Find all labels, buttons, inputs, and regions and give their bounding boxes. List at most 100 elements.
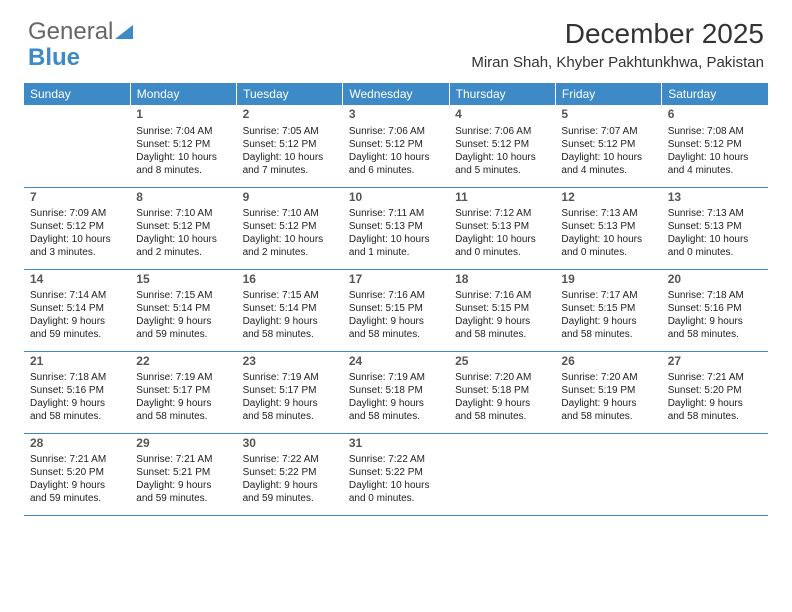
calendar-cell: 30Sunrise: 7:22 AMSunset: 5:22 PMDayligh… xyxy=(237,433,343,515)
calendar-row: 21Sunrise: 7:18 AMSunset: 5:16 PMDayligh… xyxy=(24,351,768,433)
day-info: Sunrise: 7:20 AMSunset: 5:18 PMDaylight:… xyxy=(455,371,549,423)
day-info: Sunrise: 7:15 AMSunset: 5:14 PMDaylight:… xyxy=(243,289,337,341)
calendar-cell: 19Sunrise: 7:17 AMSunset: 5:15 PMDayligh… xyxy=(555,269,661,351)
calendar-cell: 9Sunrise: 7:10 AMSunset: 5:12 PMDaylight… xyxy=(237,187,343,269)
day-info: Sunrise: 7:09 AMSunset: 5:12 PMDaylight:… xyxy=(30,207,124,259)
calendar-cell: 7Sunrise: 7:09 AMSunset: 5:12 PMDaylight… xyxy=(24,187,130,269)
day-number: 9 xyxy=(243,190,337,206)
day-number: 28 xyxy=(30,436,124,452)
calendar-head: SundayMondayTuesdayWednesdayThursdayFrid… xyxy=(24,83,768,105)
day-number: 8 xyxy=(136,190,230,206)
day-info: Sunrise: 7:13 AMSunset: 5:13 PMDaylight:… xyxy=(561,207,655,259)
day-number: 30 xyxy=(243,436,337,452)
calendar-cell xyxy=(662,433,768,515)
day-number: 21 xyxy=(30,354,124,370)
day-number: 12 xyxy=(561,190,655,206)
day-number: 2 xyxy=(243,107,337,123)
calendar-cell: 13Sunrise: 7:13 AMSunset: 5:13 PMDayligh… xyxy=(662,187,768,269)
calendar-cell: 2 Sunrise: 7:05 AMSunset: 5:12 PMDaylight… xyxy=(237,105,343,187)
calendar-cell: 22Sunrise: 7:19 AMSunset: 5:17 PMDayligh… xyxy=(130,351,236,433)
calendar-cell: 5 Sunrise: 7:07 AMSunset: 5:12 PMDaylight… xyxy=(555,105,661,187)
calendar-cell: 23Sunrise: 7:19 AMSunset: 5:17 PMDayligh… xyxy=(237,351,343,433)
day-info: Sunrise: 7:19 AMSunset: 5:17 PMDaylight:… xyxy=(136,371,230,423)
day-info: Sunrise: 7:10 AMSunset: 5:12 PMDaylight:… xyxy=(136,207,230,259)
calendar-cell: 20Sunrise: 7:18 AMSunset: 5:16 PMDayligh… xyxy=(662,269,768,351)
calendar-cell: 16Sunrise: 7:15 AMSunset: 5:14 PMDayligh… xyxy=(237,269,343,351)
day-info: Sunrise: 7:12 AMSunset: 5:13 PMDaylight:… xyxy=(455,207,549,259)
day-number: 11 xyxy=(455,190,549,206)
day-header: Friday xyxy=(555,83,661,105)
calendar-cell xyxy=(555,433,661,515)
calendar-cell: 28Sunrise: 7:21 AMSunset: 5:20 PMDayligh… xyxy=(24,433,130,515)
day-info: Sunrise: 7:11 AMSunset: 5:13 PMDaylight:… xyxy=(349,207,443,259)
day-number: 4 xyxy=(455,107,549,123)
calendar-row: 1Sunrise: 7:04 AMSunset: 5:12 PMDaylight… xyxy=(24,105,768,187)
day-header: Wednesday xyxy=(343,83,449,105)
day-number: 19 xyxy=(561,272,655,288)
day-info: Sunrise: 7:16 AMSunset: 5:15 PMDaylight:… xyxy=(349,289,443,341)
day-number: 10 xyxy=(349,190,443,206)
logo-text-2: Blue xyxy=(28,44,80,72)
calendar-row: 14Sunrise: 7:14 AMSunset: 5:14 PMDayligh… xyxy=(24,269,768,351)
day-info: Sunrise: 7:21 AMSunset: 5:21 PMDaylight:… xyxy=(136,453,230,505)
day-number: 23 xyxy=(243,354,337,370)
calendar-cell: 18Sunrise: 7:16 AMSunset: 5:15 PMDayligh… xyxy=(449,269,555,351)
day-number: 20 xyxy=(668,272,762,288)
day-header: Saturday xyxy=(662,83,768,105)
calendar-cell: 12Sunrise: 7:13 AMSunset: 5:13 PMDayligh… xyxy=(555,187,661,269)
day-info: Sunrise: 7:07 AMSunset: 5:12 PMDaylight:… xyxy=(561,125,655,177)
calendar-cell: 17Sunrise: 7:16 AMSunset: 5:15 PMDayligh… xyxy=(343,269,449,351)
calendar-cell: 26Sunrise: 7:20 AMSunset: 5:19 PMDayligh… xyxy=(555,351,661,433)
day-number: 26 xyxy=(561,354,655,370)
header: General December 2025 Miran Shah, Khyber… xyxy=(0,0,792,75)
location: Miran Shah, Khyber Pakhtunkhwa, Pakistan xyxy=(471,54,764,71)
day-info: Sunrise: 7:05 AMSunset: 5:12 PMDaylight:… xyxy=(243,125,337,177)
calendar-cell: 15Sunrise: 7:15 AMSunset: 5:14 PMDayligh… xyxy=(130,269,236,351)
day-info: Sunrise: 7:16 AMSunset: 5:15 PMDaylight:… xyxy=(455,289,549,341)
day-number: 27 xyxy=(668,354,762,370)
day-number: 7 xyxy=(30,190,124,206)
day-info: Sunrise: 7:19 AMSunset: 5:17 PMDaylight:… xyxy=(243,371,337,423)
day-number: 22 xyxy=(136,354,230,370)
calendar-row: 7Sunrise: 7:09 AMSunset: 5:12 PMDaylight… xyxy=(24,187,768,269)
day-number: 1 xyxy=(136,107,230,123)
day-number: 5 xyxy=(561,107,655,123)
calendar-table: SundayMondayTuesdayWednesdayThursdayFrid… xyxy=(24,83,768,516)
day-info: Sunrise: 7:10 AMSunset: 5:12 PMDaylight:… xyxy=(243,207,337,259)
calendar-cell: 25Sunrise: 7:20 AMSunset: 5:18 PMDayligh… xyxy=(449,351,555,433)
calendar-cell: 11Sunrise: 7:12 AMSunset: 5:13 PMDayligh… xyxy=(449,187,555,269)
day-info: Sunrise: 7:21 AMSunset: 5:20 PMDaylight:… xyxy=(668,371,762,423)
day-number: 16 xyxy=(243,272,337,288)
logo-text-1: General xyxy=(28,18,113,46)
calendar-cell: 29Sunrise: 7:21 AMSunset: 5:21 PMDayligh… xyxy=(130,433,236,515)
day-header: Monday xyxy=(130,83,236,105)
calendar-cell: 10Sunrise: 7:11 AMSunset: 5:13 PMDayligh… xyxy=(343,187,449,269)
day-info: Sunrise: 7:22 AMSunset: 5:22 PMDaylight:… xyxy=(243,453,337,505)
day-info: Sunrise: 7:21 AMSunset: 5:20 PMDaylight:… xyxy=(30,453,124,505)
day-number: 15 xyxy=(136,272,230,288)
day-number: 25 xyxy=(455,354,549,370)
calendar-cell: 3 Sunrise: 7:06 AMSunset: 5:12 PMDaylight… xyxy=(343,105,449,187)
calendar-cell: 14Sunrise: 7:14 AMSunset: 5:14 PMDayligh… xyxy=(24,269,130,351)
day-number: 3 xyxy=(349,107,443,123)
day-number: 31 xyxy=(349,436,443,452)
day-info: Sunrise: 7:19 AMSunset: 5:18 PMDaylight:… xyxy=(349,371,443,423)
day-number: 17 xyxy=(349,272,443,288)
day-info: Sunrise: 7:13 AMSunset: 5:13 PMDaylight:… xyxy=(668,207,762,259)
day-info: Sunrise: 7:20 AMSunset: 5:19 PMDaylight:… xyxy=(561,371,655,423)
day-info: Sunrise: 7:08 AMSunset: 5:12 PMDaylight:… xyxy=(668,125,762,177)
calendar-cell: 1Sunrise: 7:04 AMSunset: 5:12 PMDaylight… xyxy=(130,105,236,187)
day-info: Sunrise: 7:18 AMSunset: 5:16 PMDaylight:… xyxy=(30,371,124,423)
day-info: Sunrise: 7:15 AMSunset: 5:14 PMDaylight:… xyxy=(136,289,230,341)
month-title: December 2025 xyxy=(471,18,764,50)
calendar-cell: 27Sunrise: 7:21 AMSunset: 5:20 PMDayligh… xyxy=(662,351,768,433)
day-info: Sunrise: 7:06 AMSunset: 5:12 PMDaylight:… xyxy=(349,125,443,177)
day-number: 24 xyxy=(349,354,443,370)
calendar-cell: 4Sunrise: 7:06 AMSunset: 5:12 PMDaylight… xyxy=(449,105,555,187)
logo: General xyxy=(28,18,133,46)
calendar-cell: 8Sunrise: 7:10 AMSunset: 5:12 PMDaylight… xyxy=(130,187,236,269)
calendar-cell: 6Sunrise: 7:08 AMSunset: 5:12 PMDaylight… xyxy=(662,105,768,187)
day-info: Sunrise: 7:17 AMSunset: 5:15 PMDaylight:… xyxy=(561,289,655,341)
calendar-cell: 24Sunrise: 7:19 AMSunset: 5:18 PMDayligh… xyxy=(343,351,449,433)
day-header: Sunday xyxy=(24,83,130,105)
